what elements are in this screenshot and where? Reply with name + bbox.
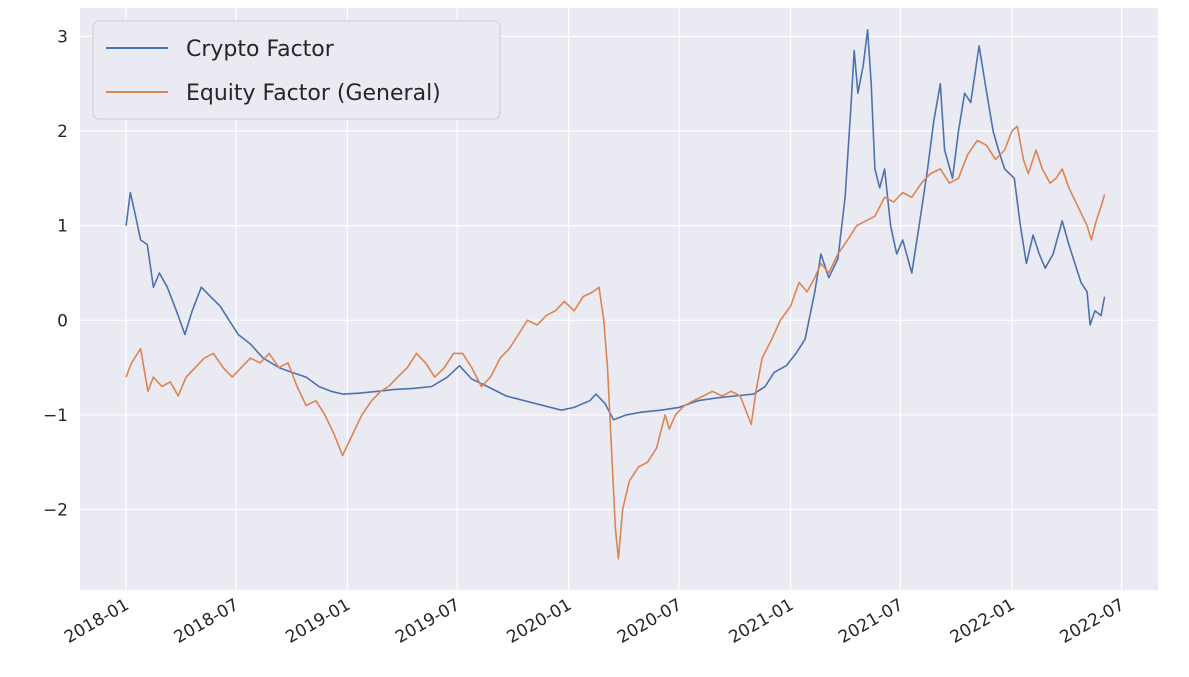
x-axis-ticks: 2018-01 2018-07 2019-01 2019-07 2020-01 2020-…: [61, 595, 1128, 648]
x-tick-label: 2019-01: [282, 595, 354, 648]
y-tick-label: −2: [43, 501, 68, 521]
x-tick-label: 2020-07: [614, 595, 686, 648]
x-tick-label: 2021-01: [726, 595, 798, 648]
x-tick-label: 2019-07: [392, 595, 464, 648]
legend-box: [92, 20, 501, 120]
series-group: [125, 29, 1106, 560]
x-tick-label: 2020-01: [504, 595, 576, 648]
legend-label-equity: Equity Factor (General): [186, 81, 441, 106]
legend-label-crypto: Crypto Factor: [186, 37, 335, 62]
legend: Crypto Factor Equity Factor (General): [92, 20, 501, 120]
x-tick-label: 2022-01: [947, 595, 1019, 648]
series-line-1: [125, 125, 1106, 560]
x-tick-label: 2021-07: [835, 595, 907, 648]
y-tick-label: 1: [57, 217, 68, 237]
y-tick-label: −1: [43, 406, 68, 426]
y-tick-label: 2: [57, 122, 68, 142]
x-tick-label: 2022-07: [1057, 595, 1129, 648]
x-tick-label: 2018-07: [171, 595, 243, 648]
x-tick-label: 2018-01: [61, 595, 133, 648]
y-tick-label: 0: [57, 311, 68, 331]
series-line-0: [125, 29, 1106, 421]
y-axis-ticks: 3 2 1 0 −1 −2: [43, 27, 68, 520]
y-tick-label: 3: [57, 27, 68, 47]
